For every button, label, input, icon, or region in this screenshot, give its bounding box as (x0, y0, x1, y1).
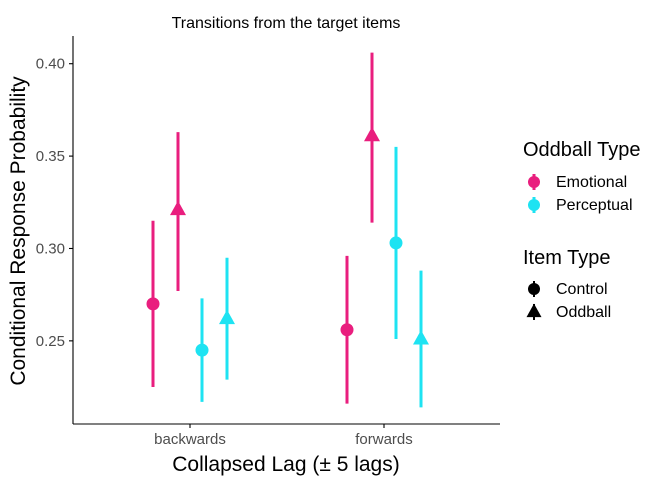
data-marks (146, 52, 429, 408)
legend-title: Oddball Type (523, 139, 641, 161)
x-tick-label: backwards (154, 431, 226, 448)
legend-label: Emotional (556, 174, 627, 191)
legend-label: Control (556, 281, 608, 298)
data-point (146, 297, 160, 311)
x-ticks: backwards forwards (154, 424, 413, 448)
y-axis-label: Conditional Response Probability (7, 76, 30, 386)
y-tick-label: 0.25 (36, 333, 65, 350)
legends: Oddball Type Emotional Perceptual Item Type… (523, 139, 641, 321)
data-point (195, 343, 209, 357)
legend-key-circle (528, 199, 540, 211)
y-tick-label: 0.35 (36, 148, 65, 165)
y-tick-label: 0.40 (36, 56, 65, 73)
data-point (364, 126, 380, 142)
legend-key-triangle (526, 303, 542, 318)
data-point (170, 200, 186, 216)
legend-title: Item Type (523, 247, 610, 269)
y-tick-label: 0.30 (36, 240, 65, 257)
y-ticks: 0.25 0.30 0.35 0.40 (36, 56, 73, 350)
data-point (219, 309, 235, 325)
axes (72, 36, 500, 425)
legend-key-circle (528, 176, 540, 188)
legend-label: Oddball (556, 304, 611, 321)
data-point (413, 330, 429, 345)
chart-title: Transitions from the target items (172, 15, 401, 32)
x-axis-label: Collapsed Lag (± 5 lags) (172, 453, 399, 476)
x-tick-label: forwards (355, 431, 413, 448)
legend-label: Perceptual (556, 197, 633, 214)
legend-key-circle (528, 283, 540, 295)
data-point (389, 236, 403, 250)
data-point (340, 323, 354, 337)
